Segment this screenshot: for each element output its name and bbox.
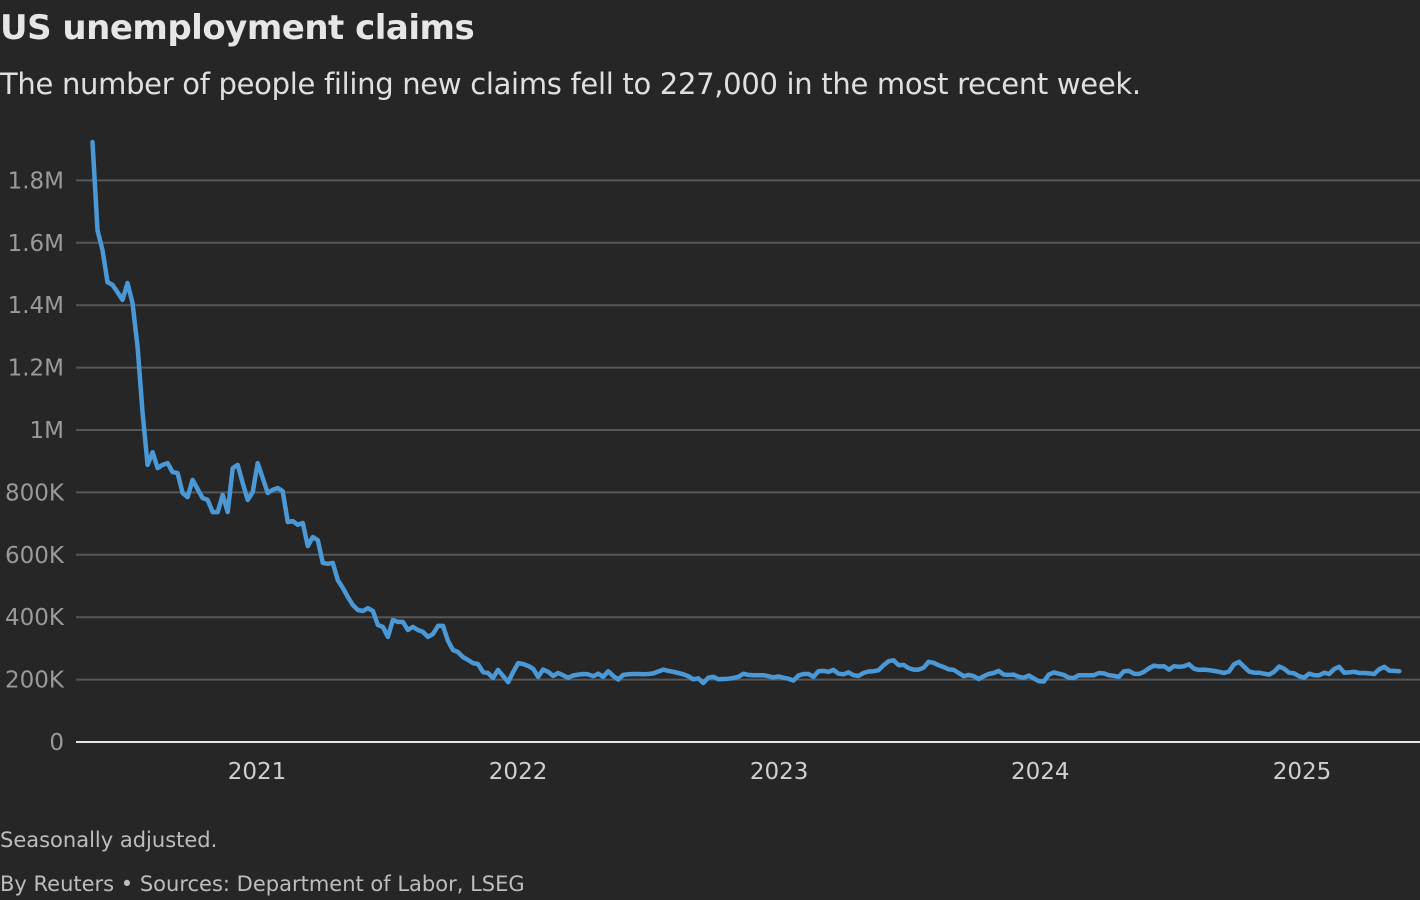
x-axis-ticks: 2021 2022 2023 2024 2025 bbox=[228, 759, 1332, 785]
y-tick-label: 200K bbox=[5, 668, 65, 694]
y-tick-label: 0 bbox=[49, 730, 64, 756]
series-line-claims bbox=[90, 139, 1402, 686]
y-tick-label: 1M bbox=[30, 418, 64, 444]
x-tick-label: 2023 bbox=[750, 759, 809, 785]
x-tick-label: 2022 bbox=[489, 759, 548, 785]
y-axis-ticks: 0 200K 400K 600K 800K 1M 1.2M 1.4M 1.6M 1.8M bbox=[5, 168, 65, 756]
chart-subtitle: The number of people filing new claims f… bbox=[0, 67, 1141, 101]
gridlines bbox=[76, 179, 1420, 681]
y-tick-label: 1.6M bbox=[8, 231, 64, 257]
x-tick-label: 2025 bbox=[1273, 759, 1332, 785]
footnote: Seasonally adjusted. bbox=[0, 828, 218, 852]
y-tick-label: 1.2M bbox=[8, 356, 64, 382]
y-tick-label: 1.8M bbox=[8, 168, 64, 194]
x-tick-label: 2021 bbox=[228, 759, 287, 785]
y-tick-label: 1.4M bbox=[8, 293, 64, 319]
x-tick-label: 2024 bbox=[1011, 759, 1070, 785]
chart-title: US unemployment claims bbox=[0, 8, 475, 48]
y-tick-label: 800K bbox=[5, 480, 65, 506]
source-credit: By Reuters • Sources: Department of Labo… bbox=[0, 872, 525, 896]
y-tick-label: 400K bbox=[5, 605, 65, 631]
y-tick-label: 600K bbox=[5, 543, 65, 569]
